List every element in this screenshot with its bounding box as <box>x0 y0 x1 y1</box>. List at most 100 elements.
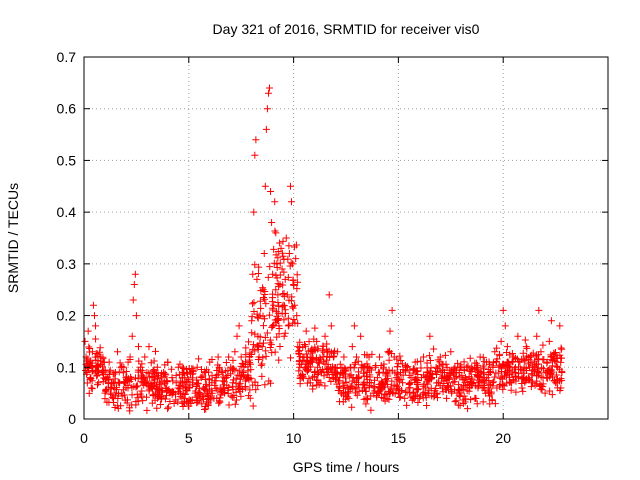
data-point <box>307 357 315 365</box>
data-point <box>176 392 184 400</box>
data-point <box>259 322 267 330</box>
data-point <box>96 348 104 356</box>
data-point <box>457 361 465 369</box>
data-point <box>122 384 130 392</box>
data-point <box>308 358 316 366</box>
data-point <box>426 373 434 381</box>
data-point <box>101 395 109 403</box>
data-point <box>312 376 320 384</box>
data-point <box>109 370 117 378</box>
data-point <box>192 387 200 395</box>
data-point <box>128 391 136 399</box>
data-point <box>285 242 293 250</box>
data-point <box>455 387 463 395</box>
data-point <box>322 365 330 373</box>
data-point <box>310 335 318 343</box>
data-point <box>167 365 175 373</box>
data-point <box>81 337 89 345</box>
data-point <box>519 387 527 395</box>
data-point <box>309 385 317 393</box>
data-point <box>278 310 286 318</box>
data-point <box>233 332 241 340</box>
data-point <box>557 354 565 362</box>
data-point <box>166 397 174 405</box>
data-point <box>262 347 270 355</box>
data-point <box>100 358 108 366</box>
data-point <box>178 394 186 402</box>
data-point <box>472 364 480 372</box>
data-point <box>149 391 157 399</box>
data-point <box>131 270 139 278</box>
data-point <box>363 351 371 359</box>
data-point <box>545 337 553 345</box>
data-point <box>405 379 413 387</box>
data-point <box>241 373 249 381</box>
data-point <box>258 372 266 380</box>
data-point <box>401 367 409 375</box>
data-point <box>185 376 193 384</box>
data-point <box>92 362 100 370</box>
data-point <box>279 237 287 245</box>
y-tick-label: 0.1 <box>57 359 77 375</box>
data-point <box>293 271 301 279</box>
data-point <box>474 381 482 389</box>
data-point <box>126 356 134 364</box>
data-point <box>257 304 265 312</box>
data-point <box>549 373 557 381</box>
data-point <box>533 332 541 340</box>
data-point <box>432 363 440 371</box>
data-point <box>112 386 120 394</box>
data-point <box>114 394 122 402</box>
data-point <box>308 347 316 355</box>
data-point <box>187 397 195 405</box>
data-point <box>308 354 316 362</box>
data-point <box>350 322 358 330</box>
data-point <box>263 105 271 113</box>
data-point <box>234 384 242 392</box>
data-point <box>180 398 188 406</box>
data-point <box>430 345 438 353</box>
data-point <box>489 382 497 390</box>
data-point <box>355 387 363 395</box>
data-point <box>128 375 136 383</box>
data-point <box>370 382 378 390</box>
data-point <box>393 382 401 390</box>
data-point <box>555 377 563 385</box>
data-point <box>138 392 146 400</box>
data-point <box>156 380 164 388</box>
data-point <box>281 302 289 310</box>
data-point <box>442 374 450 382</box>
data-point <box>535 306 543 314</box>
data-point <box>84 327 92 335</box>
data-point <box>481 379 489 387</box>
data-point <box>310 372 318 380</box>
data-point <box>245 338 253 346</box>
data-point <box>386 347 394 355</box>
data-point <box>345 394 353 402</box>
data-point <box>293 285 301 293</box>
data-point <box>285 250 293 258</box>
data-point <box>303 379 311 387</box>
data-point <box>432 384 440 392</box>
data-point <box>264 89 272 97</box>
data-point <box>437 368 445 376</box>
x-tick-label: 5 <box>185 430 193 446</box>
data-point <box>278 265 286 273</box>
data-point <box>284 322 292 330</box>
data-point <box>399 371 407 379</box>
data-point <box>334 348 342 356</box>
data-point <box>275 302 283 310</box>
data-point <box>154 386 162 394</box>
data-point <box>279 252 287 260</box>
data-point <box>158 387 166 395</box>
data-point <box>443 382 451 390</box>
data-point <box>340 364 348 372</box>
data-point <box>489 362 497 370</box>
data-point <box>260 250 268 258</box>
data-point <box>533 365 541 373</box>
data-point <box>556 365 564 373</box>
data-point <box>321 332 329 340</box>
data-point <box>232 388 240 396</box>
data-point <box>336 360 344 368</box>
